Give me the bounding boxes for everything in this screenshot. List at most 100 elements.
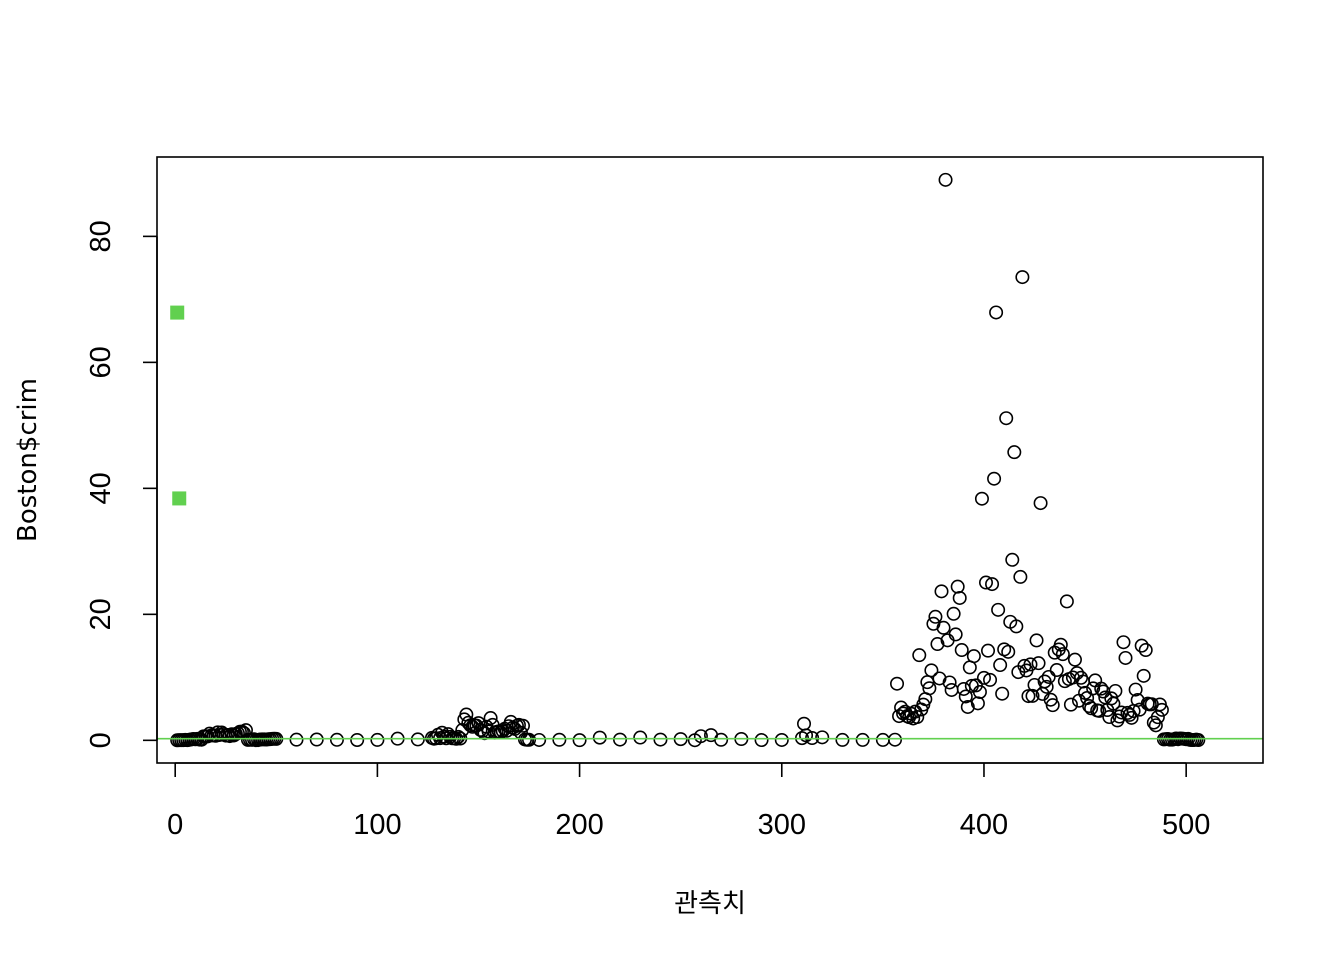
data-point <box>1039 679 1054 694</box>
data-point <box>1013 569 1028 584</box>
data-point <box>890 676 905 691</box>
data-point <box>888 732 903 747</box>
data-point <box>983 672 998 687</box>
data-point <box>942 675 957 690</box>
data-point <box>483 711 498 726</box>
x-tick-label: 100 <box>353 809 401 841</box>
data-point <box>471 716 486 731</box>
data-point <box>1029 633 1044 648</box>
data-point <box>1023 657 1038 672</box>
data-point <box>289 732 304 747</box>
data-point <box>532 732 547 747</box>
data-point <box>924 663 939 678</box>
data-point <box>309 732 324 747</box>
data-point <box>329 732 344 747</box>
data-point <box>855 732 870 747</box>
data-point <box>1007 445 1022 460</box>
data-point <box>1063 697 1078 712</box>
x-tick-label: 400 <box>960 809 1008 841</box>
data-point <box>1049 663 1064 678</box>
data-point <box>952 590 967 605</box>
data-point <box>1136 668 1151 683</box>
y-tick-label: 0 <box>85 732 117 748</box>
data-point <box>987 471 1002 486</box>
data-point <box>960 699 975 714</box>
data-point <box>1148 718 1163 733</box>
highlight-points <box>170 305 187 506</box>
data-point <box>1053 637 1068 652</box>
data-point <box>1134 638 1149 653</box>
data-point <box>1033 496 1048 511</box>
data-point <box>613 732 628 747</box>
data-point <box>653 732 668 747</box>
data-point <box>958 689 973 704</box>
data-point <box>522 732 537 747</box>
data-point <box>350 732 365 747</box>
y-tick-label: 20 <box>85 598 117 630</box>
data-point <box>936 620 951 635</box>
y-axis-title: Boston$crim <box>13 378 43 542</box>
data-point <box>974 491 989 506</box>
data-point <box>552 732 567 747</box>
data-point <box>693 729 708 744</box>
data-point <box>774 732 789 747</box>
data-point <box>910 710 925 725</box>
y-axis: 0 20 40 60 80 <box>85 220 158 748</box>
data-point <box>875 732 890 747</box>
data-point <box>976 670 991 685</box>
x-tick-label: 300 <box>758 809 806 841</box>
highlight-point <box>172 491 187 506</box>
x-axis-title: 관측치 <box>674 889 746 919</box>
data-point <box>966 649 981 664</box>
data-point <box>1041 669 1056 684</box>
data-point <box>1086 681 1101 696</box>
data-point <box>1130 693 1145 708</box>
y-tick-label: 60 <box>85 346 117 378</box>
data-point <box>1138 643 1153 658</box>
data-point <box>1005 552 1020 567</box>
data-point <box>451 729 466 744</box>
data-point <box>515 718 530 733</box>
data-point <box>1088 673 1103 688</box>
data-point <box>1124 710 1139 725</box>
data-point <box>1001 644 1016 659</box>
data-point <box>922 681 937 696</box>
data-point <box>1021 689 1036 704</box>
data-point <box>930 637 945 652</box>
data-point <box>1092 703 1107 718</box>
data-point <box>1059 594 1074 609</box>
y-tick-label: 80 <box>85 220 117 252</box>
data-point <box>944 682 959 697</box>
x-axis: 0 100 200 300 400 500 <box>167 762 1210 841</box>
data-point <box>1108 683 1123 698</box>
data-point <box>991 602 1006 617</box>
data-point <box>1015 270 1030 285</box>
data-point <box>799 728 814 743</box>
data-point <box>999 411 1014 426</box>
data-point <box>938 172 953 187</box>
data-point <box>1025 688 1040 703</box>
data-point <box>948 627 963 642</box>
data-point <box>934 584 949 599</box>
data-point <box>1102 710 1117 725</box>
data-point <box>815 730 830 745</box>
highlight-point <box>170 305 185 320</box>
data-point <box>978 575 993 590</box>
data-points <box>170 172 1206 748</box>
data-point <box>1055 647 1070 662</box>
y-tick-label: 40 <box>85 472 117 504</box>
data-point <box>572 733 587 748</box>
data-point <box>1094 681 1109 696</box>
data-point <box>993 658 1008 673</box>
data-point <box>950 579 965 594</box>
data-point <box>989 305 1004 320</box>
data-point <box>1084 701 1099 716</box>
x-tick-label: 0 <box>167 809 183 841</box>
data-point <box>592 730 607 745</box>
data-point <box>1067 652 1082 667</box>
plot-frame <box>156 156 1264 764</box>
data-point <box>995 686 1010 701</box>
data-point <box>946 606 961 621</box>
data-point <box>954 643 969 658</box>
